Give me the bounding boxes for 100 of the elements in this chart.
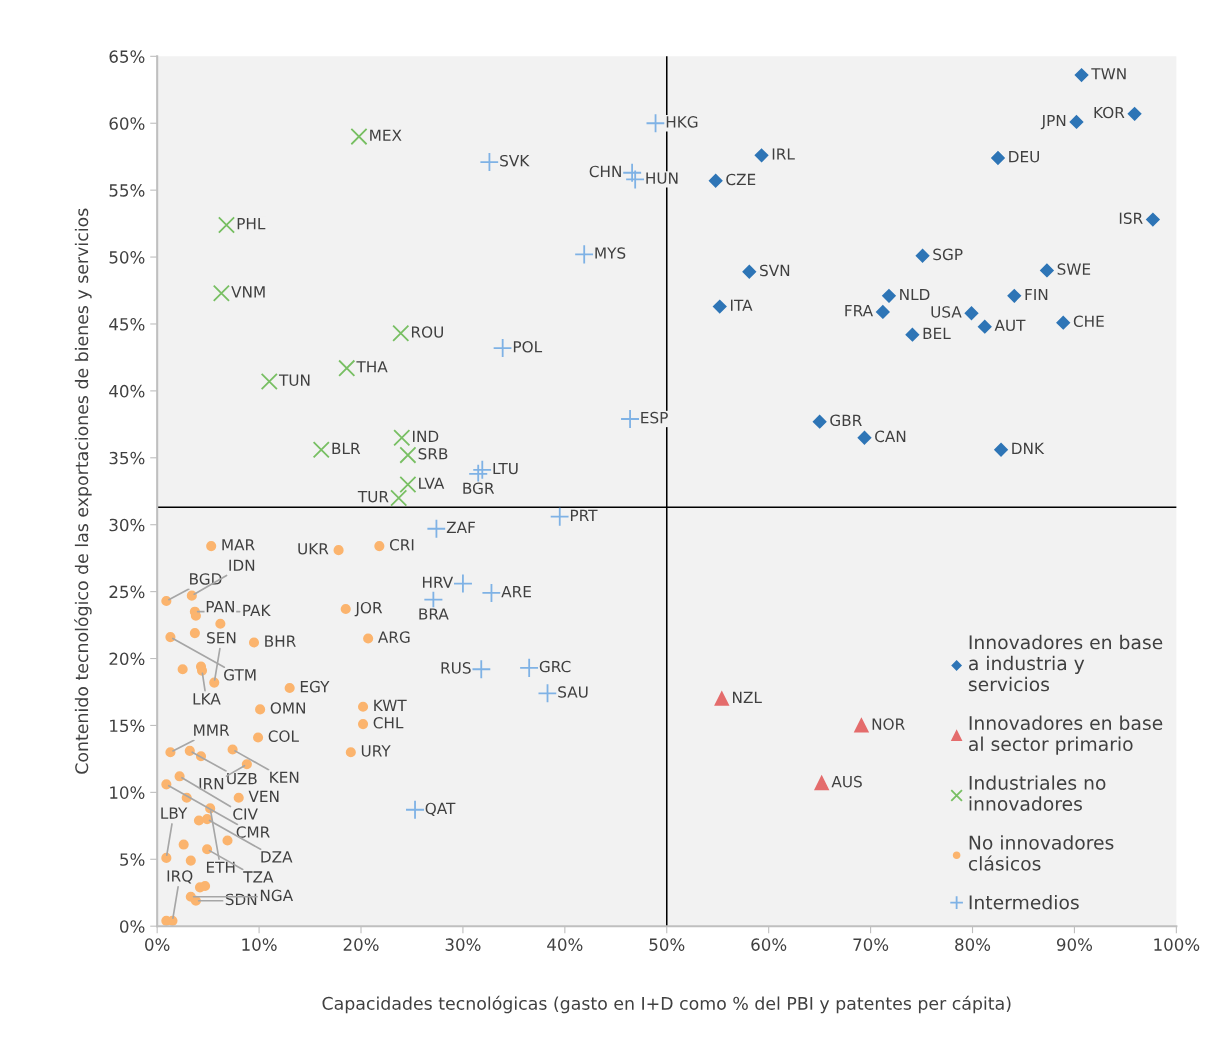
annotation: LKA xyxy=(193,693,221,705)
annotation: FRA xyxy=(845,305,873,317)
annotation: TZA xyxy=(243,871,274,883)
annotation: MAR xyxy=(222,539,255,551)
annotation: IRN xyxy=(199,778,224,790)
y-tick-label: 20% xyxy=(109,652,145,666)
x-tick-label: 70% xyxy=(853,938,889,951)
annotation: NLD xyxy=(900,288,930,301)
annotation: CAN xyxy=(875,430,906,443)
annotation: TWN xyxy=(1091,68,1126,80)
annotation: UKR xyxy=(298,543,329,555)
annotation: CHN xyxy=(589,165,621,178)
x-tick-label: 50% xyxy=(649,938,685,951)
y-tick-label: 25% xyxy=(109,585,145,599)
annotation: PRT xyxy=(570,509,598,521)
x-tick-label: 60% xyxy=(751,938,787,951)
annotation: QAT xyxy=(425,802,456,816)
y-tick-label: 0% xyxy=(120,920,145,933)
annotation: DZA xyxy=(261,851,293,863)
annotation: MMR xyxy=(194,724,230,736)
annotation: ARE xyxy=(501,586,531,598)
x-tick-label: 10% xyxy=(242,938,277,951)
y-tick-label: 30% xyxy=(109,518,145,532)
annotation: GTM xyxy=(224,669,256,681)
annotation: GBR xyxy=(830,414,862,427)
y-tick-label: 35% xyxy=(109,451,145,465)
annotation: PAK xyxy=(243,604,271,616)
annotation: ROU xyxy=(411,326,443,338)
annotation: BEL xyxy=(923,327,951,339)
annotation: JPN xyxy=(1040,114,1066,130)
annotation: MYS xyxy=(595,247,626,259)
annotation: SGP xyxy=(933,248,963,261)
annotation: BGD xyxy=(190,573,222,585)
legend-label: Intermedios xyxy=(969,894,1079,910)
annotation: CIV xyxy=(233,808,258,820)
annotation: PAN xyxy=(206,601,234,613)
annotation: SEN xyxy=(207,632,236,644)
annotation: KEN xyxy=(270,771,299,783)
x-tick-label: 20% xyxy=(343,938,379,951)
annotation: EGY xyxy=(300,680,330,693)
annotation: OMN xyxy=(270,702,305,714)
annotation: TUN xyxy=(278,374,310,386)
annotation: ETH xyxy=(206,861,235,873)
y-tick-label: 65% xyxy=(109,50,145,63)
annotation: THA xyxy=(356,361,388,373)
x-tick-label: 0% xyxy=(145,938,170,951)
annotation: BRA xyxy=(419,608,449,620)
annotation: CMR xyxy=(236,826,270,838)
annotation: SVN xyxy=(760,264,790,277)
y-axis-title: Contenido tecnológico de las exportaciones de bienes y servicios xyxy=(74,208,92,774)
annotation: BLR xyxy=(332,442,361,454)
annotation: KOR xyxy=(1094,106,1125,119)
annotation: LTU xyxy=(493,462,518,475)
x-tick-label: 100% xyxy=(1154,938,1200,951)
annotation: MEX xyxy=(370,129,402,141)
annotation: JOR xyxy=(354,601,383,617)
x-tick-label: 80% xyxy=(955,938,991,951)
annotation: VNM xyxy=(231,286,265,298)
annotation: SAU xyxy=(558,686,588,698)
annotation: ISR xyxy=(1119,212,1143,225)
legend-label: No innovadores clásicos xyxy=(968,835,1114,871)
y-tick-label: 55% xyxy=(109,184,145,197)
annotation: DEU xyxy=(1009,151,1039,163)
x-tick-label: 30% xyxy=(445,938,481,951)
annotation: SRB xyxy=(418,448,448,460)
y-tick-label: 15% xyxy=(110,719,145,733)
annotation: NGA xyxy=(260,889,294,902)
y-tick-label: 40% xyxy=(109,384,145,398)
annotation: CHE xyxy=(1073,315,1104,328)
annotation: ESP xyxy=(641,411,668,424)
annotation: FIN xyxy=(1025,288,1048,301)
annotation: ZAF xyxy=(446,521,475,533)
annotation: BHR xyxy=(265,635,296,647)
annotation: DNK xyxy=(1012,442,1045,454)
annotation: CRI xyxy=(389,539,414,551)
annotation: LVA xyxy=(419,477,445,489)
annotation: POL xyxy=(513,340,543,353)
y-tick-label: 50% xyxy=(109,251,145,264)
annotation: IDN xyxy=(229,559,255,571)
annotation: AUT xyxy=(994,319,1026,332)
annotation: NZL xyxy=(733,691,762,703)
annotation: KWT xyxy=(374,699,407,711)
annotation: CZE xyxy=(726,173,756,186)
annotation: HRV xyxy=(422,576,454,588)
annotation: USA xyxy=(931,306,962,318)
annotation: IND xyxy=(413,430,439,442)
annotation: NOR xyxy=(872,718,905,730)
annotation: COL xyxy=(268,730,299,742)
x-tick-label: 40% xyxy=(547,938,583,951)
annotation: IRL xyxy=(772,148,795,160)
x-tick-label: 90% xyxy=(1056,938,1093,951)
annotation: HKG xyxy=(666,116,698,128)
annotation: GRC xyxy=(539,660,571,673)
y-tick-label: 5% xyxy=(120,853,145,866)
annotation: VEN xyxy=(248,790,279,802)
annotation: TUR xyxy=(357,491,389,503)
y-tick-label: 10% xyxy=(110,786,145,799)
annotation: SWE xyxy=(1057,263,1091,275)
annotation: SVK xyxy=(500,154,530,167)
annotation: BGR xyxy=(463,482,495,495)
